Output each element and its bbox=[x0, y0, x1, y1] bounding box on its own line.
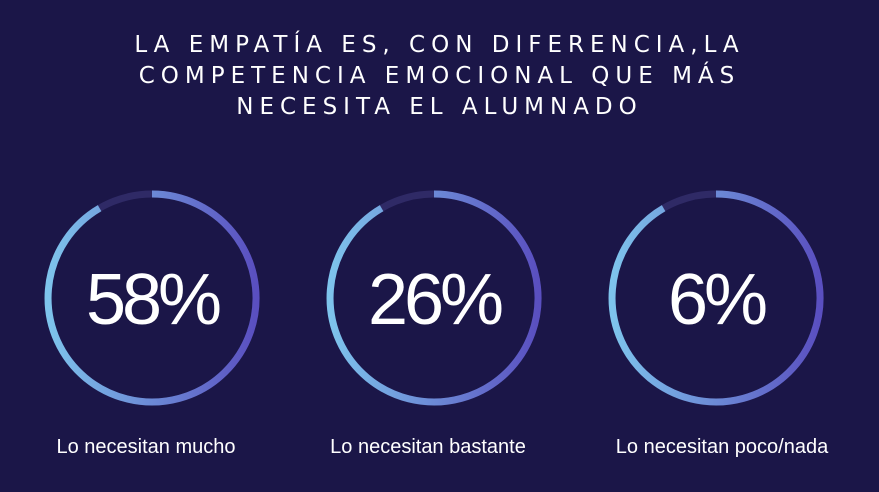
category-label: Lo necesitan poco/nada bbox=[615, 436, 829, 458]
ring-chart-poco-nada: 6% bbox=[606, 188, 826, 408]
title-line: LA EMPATÍA ES, CON DIFERENCIA,LA bbox=[134, 32, 745, 58]
ring-graphic bbox=[326, 190, 542, 406]
ring-chart-mucho: 58% bbox=[42, 188, 262, 408]
ring-graphic bbox=[608, 190, 824, 406]
percentage-value: 26% bbox=[367, 260, 504, 340]
title-line: COMPETENCIA EMOCIONAL QUE MÁS bbox=[138, 63, 741, 89]
ring-chart-bastante: 26% bbox=[324, 188, 544, 408]
ring-arc bbox=[608, 190, 824, 406]
category-label: Lo necesitan bastante bbox=[330, 436, 526, 458]
percentage-value: 58% bbox=[85, 260, 222, 340]
ring-arc bbox=[326, 190, 542, 406]
percentage-value: 6% bbox=[667, 260, 768, 340]
title-line: NECESITA EL ALUMNADO bbox=[236, 94, 643, 120]
category-label: Lo necesitan mucho bbox=[56, 436, 236, 458]
ring-graphic bbox=[44, 190, 260, 406]
ring-arc bbox=[44, 190, 260, 406]
chart-title: LA EMPATÍA ES, CON DIFERENCIA,LA COMPETE… bbox=[0, 30, 879, 123]
